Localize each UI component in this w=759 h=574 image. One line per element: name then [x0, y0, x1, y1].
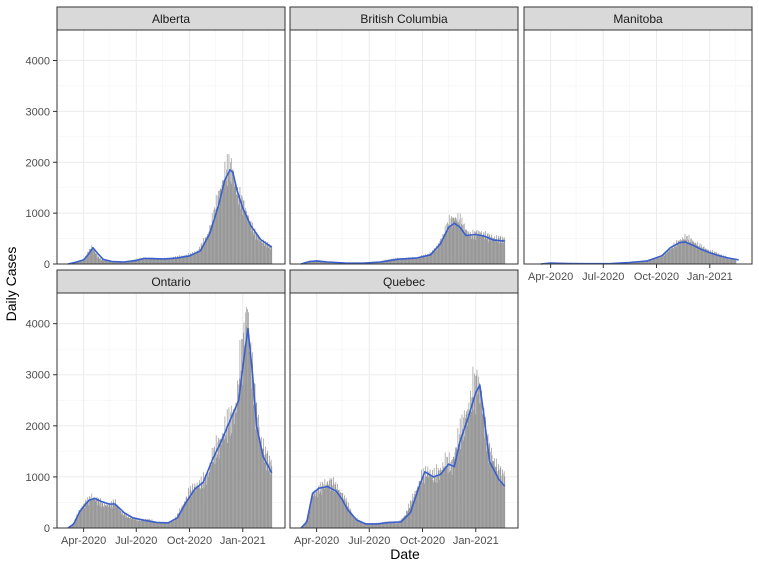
bar [271, 466, 272, 528]
y-tick-label: 4000 [26, 56, 50, 68]
x-tick-label: Jan-2021 [453, 535, 499, 547]
x-tick-label: Jan-2021 [687, 271, 733, 283]
panel-background [524, 30, 752, 264]
panel-british-columbia: British Columbia [290, 7, 518, 264]
x-tick-label: Apr-2020 [294, 535, 339, 547]
x-tick-label: Jan-2021 [220, 535, 266, 547]
panel-background [290, 30, 518, 264]
facet-panels: Alberta 0 1000 2000 3000 4000 British Columbia… [26, 7, 752, 547]
facet-strip-label: Quebec [383, 275, 425, 289]
bar [504, 239, 505, 264]
y-tick-label: 3000 [26, 370, 50, 382]
bar [271, 247, 272, 264]
bar [736, 260, 737, 264]
x-axis-title: Date [390, 546, 420, 562]
x-tick-label: Apr-2020 [528, 271, 573, 283]
x-tick-label: Jul-2020 [582, 271, 624, 283]
x-tick-label: Oct-2020 [400, 535, 445, 547]
y-tick-label: 0 [44, 523, 50, 535]
panel-quebec: Quebec Apr-2020 Jul-2020 Oct-2020 Jan-2021 [290, 270, 518, 547]
x-tick-label: Jul-2020 [115, 535, 157, 547]
x-tick-label: Oct-2020 [167, 535, 212, 547]
facet-strip-label: Ontario [151, 275, 191, 289]
y-tick-label: 0 [44, 259, 50, 271]
x-tick-label: Apr-2020 [61, 535, 106, 547]
y-tick-label: 1000 [26, 472, 50, 484]
y-tick-label: 2000 [26, 157, 50, 169]
y-axis-title: Daily Cases [3, 247, 19, 322]
y-tick-label: 2000 [26, 421, 50, 433]
facet-strip-label: Alberta [152, 12, 190, 26]
x-tick-label: Oct-2020 [634, 271, 679, 283]
facet-strip-label: British Columbia [360, 12, 448, 26]
x-tick-label: Jul-2020 [348, 535, 390, 547]
panel-ontario: Ontario 0 1000 2000 3000 4000 Apr-2020 Jul-2020… [26, 270, 285, 547]
y-tick-label: 3000 [26, 106, 50, 118]
panel-alberta: Alberta 0 1000 2000 3000 4000 [26, 7, 285, 271]
y-tick-label: 1000 [26, 208, 50, 220]
facet-strip-label: Manitoba [613, 12, 663, 26]
bar [504, 476, 505, 528]
y-tick-label: 4000 [26, 319, 50, 331]
panel-manitoba: Manitoba Apr-2020 Jul-2020 Oct-2020 Jan-2021 [524, 7, 752, 283]
